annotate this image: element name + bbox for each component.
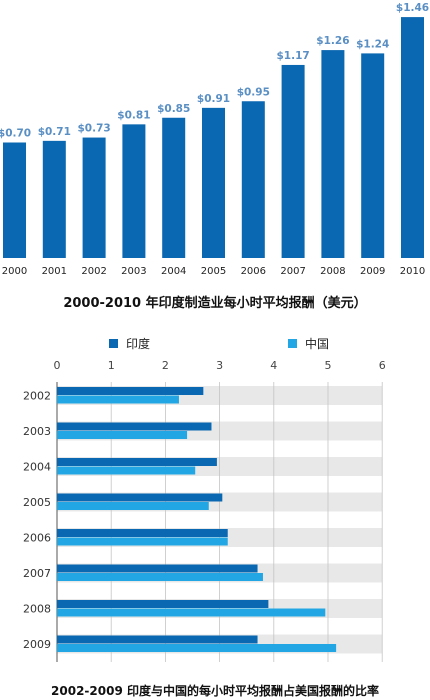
bar-china-2003 [57, 431, 188, 439]
y-tick-label: 2009 [23, 638, 51, 651]
x-tick-label: 2010 [400, 266, 425, 277]
bar-2001 [42, 140, 66, 258]
bar-india-2004 [57, 458, 217, 466]
bar-2000 [3, 142, 26, 258]
bar-india-2003 [57, 422, 212, 431]
chart1-title: 2000-2010 年印度制造业每小时平均报酬（美元） [63, 296, 367, 311]
y-tick-label: 2005 [23, 496, 51, 509]
bar-china-2004 [57, 466, 196, 475]
chart2-title: 2002-2009 印度与中国的每小时平均报酬占美国报酬的比率 [51, 684, 379, 698]
bar-2007 [281, 64, 305, 258]
bar-india-2002 [57, 387, 204, 395]
x-tick-label: 2001 [42, 266, 67, 277]
legend-china-label: 中国 [305, 336, 330, 351]
bar-2009 [361, 53, 385, 259]
x-tick-label: 2005 [201, 266, 226, 277]
x-tick-label: 2006 [241, 266, 266, 277]
bar-china-2009 [57, 644, 337, 652]
x-tick-label: 4 [270, 359, 277, 372]
bar-india-2008 [57, 600, 269, 608]
bar-2002 [82, 137, 106, 258]
bar-value-label: $0.73 [77, 123, 110, 135]
bar-china-2005 [57, 502, 209, 510]
y-tick-label: 2003 [23, 425, 51, 438]
bar-value-label: $0.95 [237, 86, 270, 98]
bar-value-label: $1.17 [276, 50, 309, 62]
legend-india-label: 印度 [126, 336, 151, 351]
india-wage-bar-chart: $0.70 2000 $0.71 2001 $0.73 2002 $0.81 2003 $0.8… [0, 2, 429, 277]
bar-india-2006 [57, 529, 228, 537]
x-tick-label: 2002 [81, 266, 106, 277]
bar-china-2002 [57, 395, 179, 404]
bar-2004 [162, 117, 186, 258]
y-tick-label: 2006 [23, 532, 51, 545]
x-tick-label: 3 [216, 359, 223, 372]
x-tick-label: 2009 [360, 266, 385, 277]
x-tick-label: 6 [379, 359, 386, 372]
x-tick-label: 0 [54, 359, 61, 372]
y-tick-label: 2004 [23, 461, 51, 474]
bar-2005 [202, 107, 225, 258]
bar-india-2007 [57, 564, 258, 573]
bar-value-label: $1.24 [356, 38, 389, 50]
legend-china-swatch [288, 338, 297, 348]
y-tick-label: 2002 [23, 390, 51, 403]
bar-value-label: $1.26 [316, 35, 349, 47]
y-tick-label: 2007 [23, 567, 51, 580]
x-tick-label: 2000 [2, 266, 27, 277]
x-tick-label: 2008 [320, 266, 345, 277]
bar-2003 [122, 124, 146, 258]
bar-2006 [241, 101, 265, 258]
bar-2008 [321, 50, 345, 258]
bar-value-label: $1.46 [396, 2, 429, 14]
bar-value-label: $0.91 [197, 93, 230, 105]
bar-china-2007 [57, 573, 263, 581]
legend-india: 印度 [109, 334, 150, 352]
bar-value-label: $0.70 [0, 128, 31, 140]
legend-india-swatch [109, 338, 118, 348]
bar-value-label: $0.81 [117, 109, 150, 121]
y-tick-label: 2008 [23, 603, 51, 616]
x-tick-label: 1 [108, 359, 115, 372]
x-tick-label: 2004 [161, 266, 186, 277]
bar-value-label: $0.85 [157, 103, 190, 115]
bar-india-2005 [57, 493, 223, 502]
legend-china: 中国 [288, 334, 329, 352]
bar-2010 [401, 17, 424, 258]
bar-china-2008 [57, 608, 326, 617]
bar-china-2006 [57, 537, 228, 546]
bar-india-2009 [57, 635, 258, 644]
x-tick-label: 2 [162, 359, 169, 372]
x-tick-label: 2007 [280, 266, 305, 277]
bar-value-label: $0.71 [38, 126, 71, 138]
ratio-horizontal-bar-chart: 0 1 2 3 4 5 6 2002 2003 2004 2005 2006 2007 2008 2009 [23, 359, 386, 662]
x-tick-label: 5 [325, 359, 332, 372]
x-tick-label: 2003 [121, 266, 146, 277]
